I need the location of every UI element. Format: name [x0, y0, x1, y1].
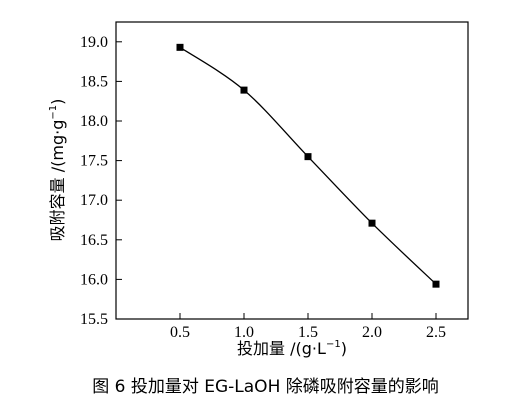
y-tick-label: 19.0 [80, 34, 108, 51]
y-tick-label: 17.5 [80, 153, 108, 170]
y-tick-label: 18.5 [80, 73, 108, 90]
y-axis: 15.5 16.0 16.5 17.0 17.5 18.0 18.5 19.0 [80, 34, 122, 328]
y-tick-label: 16.5 [80, 232, 108, 249]
data-point-marker [176, 43, 184, 51]
y-tick-label: 15.5 [80, 311, 108, 328]
y-axis-title-superscript: −1 [48, 105, 59, 120]
series-line [179, 46, 437, 285]
x-axis-title-end: ) [341, 339, 347, 358]
y-axis-title: 吸附容量 /(mg·g−1) [48, 99, 67, 242]
plot-frame [115, 21, 469, 320]
figure-caption: 图 6 投加量对 EG-LaOH 除磷吸附容量的影响 [92, 377, 439, 397]
x-axis-title: 投加量 /(g·L−1) [237, 339, 347, 358]
x-axis-title-superscript: −1 [326, 339, 341, 350]
chart: 0.5 1.0 1.5 2.0 2.5 15.5 16.0 16.5 17.0 17.5 18.0… [48, 21, 469, 358]
data-point-marker [432, 280, 440, 288]
x-axis: 0.5 1.0 1.5 2.0 2.5 [170, 313, 446, 341]
x-tick-label: 1.5 [298, 324, 318, 341]
x-tick-label: 2.0 [362, 324, 382, 341]
y-tick-label: 16.0 [80, 271, 108, 288]
y-tick-label: 17.0 [80, 192, 108, 209]
data-point-marker [240, 86, 248, 94]
data-series [176, 43, 440, 288]
x-tick-label: 2.5 [426, 324, 446, 341]
data-point-marker [304, 153, 312, 161]
y-tick-label: 18.0 [80, 113, 108, 130]
x-tick-label: 0.5 [170, 324, 190, 341]
data-point-marker [368, 219, 376, 227]
y-axis-title-end: ) [48, 99, 67, 105]
x-tick-label: 1.0 [234, 324, 254, 341]
